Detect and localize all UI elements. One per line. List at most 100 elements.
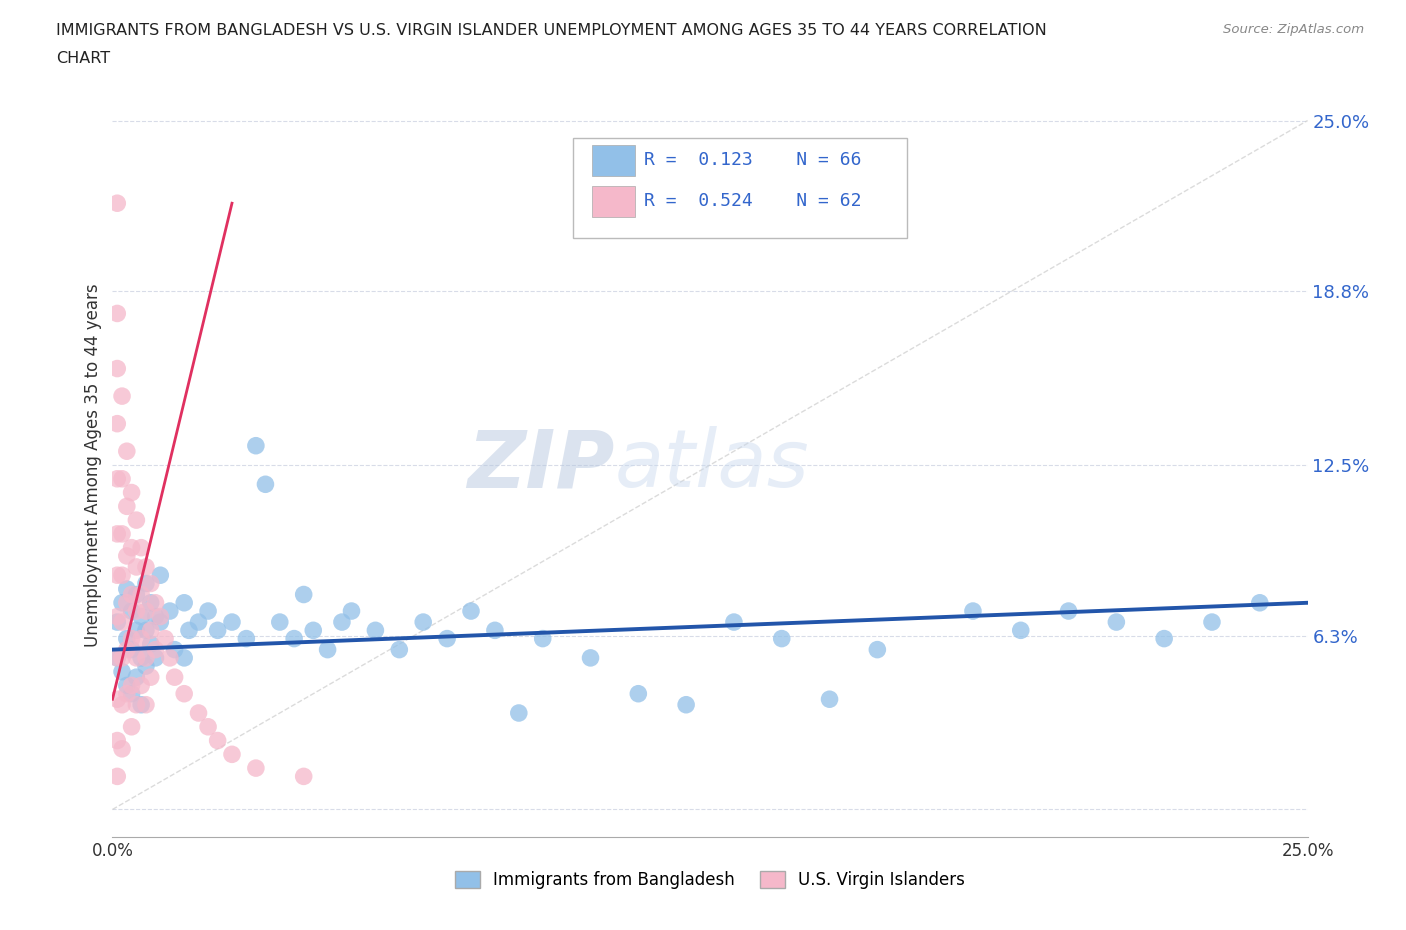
Point [111, 698, 134, 712]
Point [115, 631, 138, 646]
Point [173, 650, 195, 665]
Point [135, 560, 157, 575]
Point [105, 472, 128, 486]
Point [105, 769, 128, 784]
Text: Source: ZipAtlas.com: Source: ZipAtlas.com [1223, 23, 1364, 36]
Point [149, 615, 172, 630]
Point [460, 604, 482, 618]
Point [105, 361, 128, 376]
Point [115, 595, 138, 610]
Point [105, 417, 128, 432]
Point [149, 609, 172, 624]
Point [159, 604, 181, 618]
Point [145, 643, 167, 658]
Point [675, 698, 697, 712]
Point [125, 560, 148, 575]
Point [111, 526, 134, 541]
FancyBboxPatch shape [592, 145, 634, 177]
Point [173, 686, 195, 701]
Point [159, 650, 181, 665]
Point [579, 650, 602, 665]
Point [197, 604, 219, 618]
Point [111, 31, 134, 46]
Point [139, 670, 162, 684]
Legend: Immigrants from Bangladesh, U.S. Virgin Islanders: Immigrants from Bangladesh, U.S. Virgin … [449, 864, 972, 896]
Point [135, 604, 157, 618]
Point [221, 615, 243, 630]
Point [115, 581, 138, 596]
Point [111, 741, 134, 756]
Point [115, 678, 138, 693]
Point [129, 678, 152, 693]
Point [818, 692, 841, 707]
Point [105, 733, 128, 748]
Point [135, 658, 157, 673]
Point [125, 623, 148, 638]
Point [1249, 595, 1271, 610]
Point [105, 196, 128, 211]
Point [111, 568, 134, 583]
Point [125, 670, 148, 684]
Point [221, 747, 243, 762]
FancyBboxPatch shape [592, 186, 634, 218]
Text: IMMIGRANTS FROM BANGLADESH VS U.S. VIRGIN ISLANDER UNEMPLOYMENT AMONG AGES 35 TO: IMMIGRANTS FROM BANGLADESH VS U.S. VIRGI… [56, 23, 1047, 38]
Point [105, 568, 128, 583]
Point [121, 643, 143, 658]
Point [292, 769, 315, 784]
Point [145, 595, 167, 610]
Point [125, 650, 148, 665]
Point [121, 686, 143, 701]
Point [129, 540, 152, 555]
Point [135, 623, 157, 638]
Text: ZIP: ZIP [467, 426, 614, 504]
FancyBboxPatch shape [572, 138, 907, 238]
Point [105, 650, 128, 665]
Point [149, 568, 172, 583]
Point [292, 587, 315, 602]
Point [121, 485, 143, 500]
Point [153, 631, 176, 646]
Point [135, 650, 157, 665]
Point [121, 719, 143, 734]
Point [139, 576, 162, 591]
Point [111, 595, 134, 610]
Point [105, 526, 128, 541]
Point [340, 604, 363, 618]
Point [129, 698, 152, 712]
Point [115, 643, 138, 658]
Point [235, 631, 257, 646]
Point [121, 678, 143, 693]
Point [145, 609, 167, 624]
Point [125, 698, 148, 712]
Point [302, 623, 325, 638]
Point [105, 650, 128, 665]
Point [723, 615, 745, 630]
Point [115, 686, 138, 701]
Point [364, 623, 387, 638]
Point [105, 306, 128, 321]
Point [135, 698, 157, 712]
Text: R =  0.524    N = 62: R = 0.524 N = 62 [644, 192, 862, 210]
Point [105, 692, 128, 707]
Point [111, 389, 134, 404]
Point [111, 650, 134, 665]
Point [412, 615, 434, 630]
Point [163, 670, 186, 684]
Point [111, 615, 134, 630]
Point [207, 623, 229, 638]
Point [115, 444, 138, 458]
Point [197, 719, 219, 734]
Point [135, 576, 157, 591]
Point [187, 706, 209, 721]
Point [121, 540, 143, 555]
Point [269, 615, 291, 630]
Point [508, 706, 530, 721]
Point [1105, 615, 1128, 630]
Point [962, 604, 984, 618]
Point [866, 643, 889, 658]
Point [129, 631, 152, 646]
Point [125, 604, 148, 618]
Point [163, 643, 186, 658]
Point [111, 472, 134, 486]
Point [245, 761, 267, 776]
